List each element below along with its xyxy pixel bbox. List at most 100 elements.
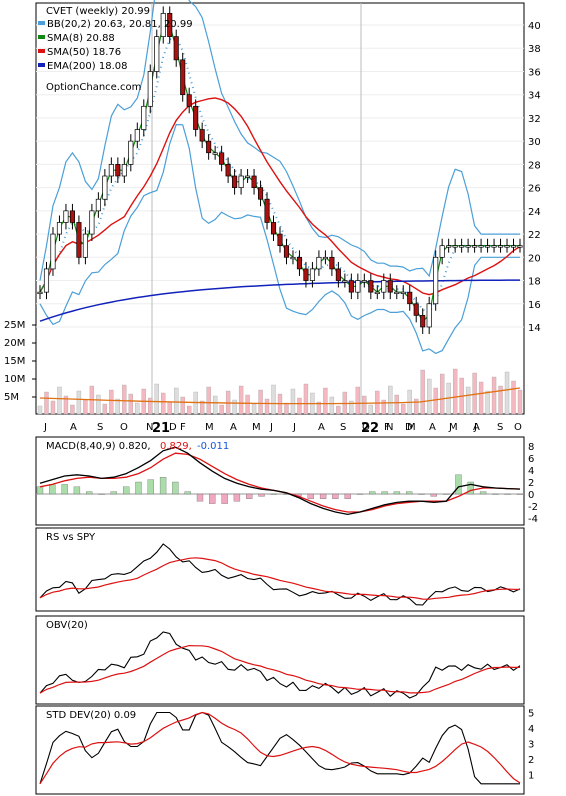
std-average-line [39,711,521,785]
candle-body [309,268,315,281]
x-tick-label: S [497,422,503,433]
macd-histogram-bar [110,491,117,495]
volume-bar [427,378,432,415]
candle-body [160,13,166,37]
volume-bar [491,376,497,415]
std-tick-label: 3 [528,740,534,751]
x-tick-label: J [43,422,47,433]
candle-body [335,268,341,281]
price-tick-label: 34 [528,91,541,102]
x-tick-label: 21 [152,421,170,436]
macd-histogram-bar [307,493,314,499]
x-tick-label: A [473,422,480,433]
volume-bar [148,397,153,415]
legend-label: SMA(8) 20.88 [47,33,115,44]
x-tick-label: D [169,422,177,433]
price-tick-label: 22 [528,230,541,241]
volume-bar [37,405,43,415]
candle-body [504,245,510,248]
legend-label: BB(20,2) 20.63, 20.81, 20.99 [47,19,193,30]
volume-bar [433,387,438,415]
volume-bar [498,385,503,415]
x-tick-label: J [269,422,273,433]
obv-label: OBV(20) [46,620,88,631]
candle-body [102,175,108,200]
volume-bar [200,400,205,415]
volume-bar [511,380,516,415]
candle-body [147,71,153,107]
volume-bar [420,369,425,415]
candle-body [394,291,400,295]
candle-body [89,210,95,235]
macd-histogram-bar [172,481,179,495]
volume-bar [212,395,218,415]
candle-body [510,245,517,248]
macd-tick-label: 4 [528,466,534,477]
candle-body [206,140,212,154]
price-tick-label: 20 [528,253,541,264]
macd-histogram-bar [49,484,56,495]
indicator-line [39,631,521,699]
price-tick-label: 38 [528,44,541,55]
rs-panel [35,527,525,612]
candle-body [400,291,406,295]
candle-body [381,280,387,293]
price-tick-label: 40 [528,21,541,32]
macd-histogram-bar [332,493,339,499]
legend: BB(20,2) 20.63, 20.81, 20.99 SMA(8) 20.88… [38,19,193,72]
candle-body [173,36,179,61]
x-tick-label: A [318,422,325,433]
macd-histogram-bar [246,493,253,499]
candle-body [478,245,484,248]
candle-body [225,164,231,177]
candle-body [264,198,270,223]
volume-bar [180,396,185,415]
macd-histogram-bar [393,491,401,495]
x-tick-label: J [448,422,452,433]
candle-body [180,59,186,96]
volume-bar [102,403,108,415]
candle-body [387,280,393,293]
x-tick-label: M [205,422,214,433]
candle-body [76,222,82,258]
x-tick-label: D [405,422,413,433]
std-tick-label: 2 [528,755,534,766]
macd-histogram-bar [381,491,388,495]
volume-bar [44,391,49,415]
bollinger-lower [39,123,520,355]
candle-body [491,245,497,248]
volume-bar [122,384,127,415]
volume-bar [219,404,224,415]
candle-body [193,105,199,130]
volume-bar [271,384,276,415]
macd-histogram-bar [61,484,68,495]
volume-bar [135,402,140,415]
macd-histogram-bar [123,486,130,495]
candle-body [413,303,419,316]
std-label: STD DEV(20) 0.09 [46,710,136,721]
volume-bar [167,401,172,415]
macd-histogram-bar [270,493,277,495]
macd-histogram-bar [258,493,265,497]
legend-swatch [38,35,45,39]
volume-bar [70,404,75,415]
macd-label: MACD(8,40,9) 0.820, [46,441,151,452]
macd-histogram-bar [479,491,487,495]
rs-label: RS vs SPY [46,532,96,543]
macd-histogram-bar [184,491,191,495]
price-tick-label: 14 [528,323,541,334]
macd-tick-label: 8 [528,442,534,453]
x-tick-label: M [252,422,261,433]
candle-body [296,256,303,270]
candle-body [433,256,439,305]
candle-body [50,233,56,270]
candle-body [219,152,225,165]
macd-histogram-bar [443,493,450,495]
x-tick-label: M [407,422,416,433]
x-tick-label: N [386,422,393,433]
candle-body [251,175,257,188]
x-tick-label: S [97,422,103,433]
legend-label: SMA(50) 18.76 [47,47,121,58]
macd-histogram-bar [209,493,216,504]
